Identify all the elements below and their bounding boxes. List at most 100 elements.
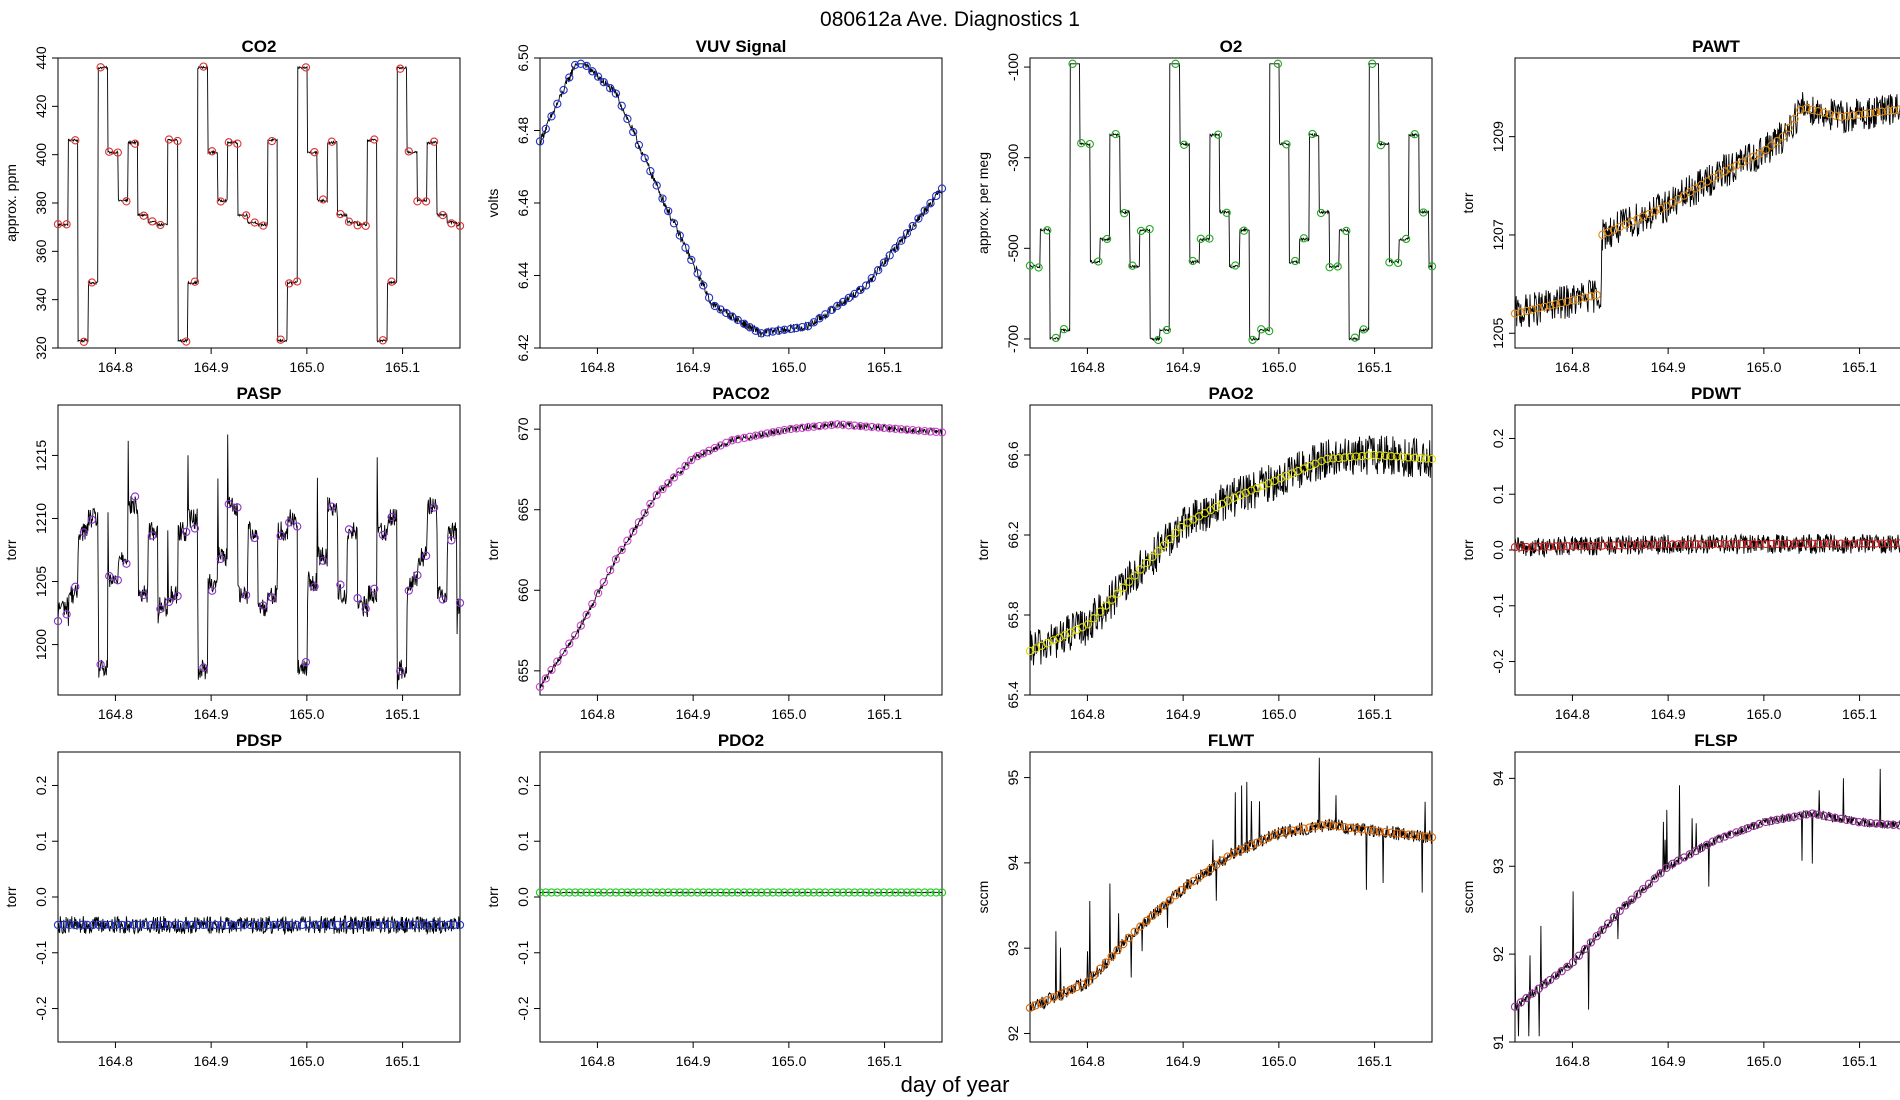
- y-axis-label: torr: [1460, 192, 1476, 213]
- series-point: [1557, 542, 1566, 551]
- series-point: [1410, 831, 1419, 840]
- panel-pasp: PASP torr 164.8 164.9 165.0 165.1 1200 1205 1210…: [3, 384, 465, 722]
- series-point: [1842, 539, 1851, 548]
- series-point: [629, 888, 638, 897]
- series-point: [1130, 927, 1139, 936]
- series-point: [397, 920, 407, 930]
- series-point: [1387, 452, 1396, 461]
- series-point: [1662, 863, 1671, 873]
- series-point: [576, 621, 585, 630]
- series-point: [803, 888, 813, 897]
- series-point: [310, 920, 319, 930]
- panel-flsp: FLSP sccm 164.8 164.9 165.0 165.1 91 92 93 94: [1460, 731, 1900, 1069]
- y-tick-label: -0.1: [1490, 593, 1506, 617]
- series-point: [1767, 816, 1776, 826]
- series-point: [541, 888, 550, 897]
- series-point: [79, 528, 89, 537]
- y-tick-label: 66.6: [1005, 441, 1021, 468]
- series-point: [658, 194, 667, 203]
- series-point: [1200, 868, 1209, 878]
- series-point: [344, 217, 354, 226]
- series-point: [687, 455, 696, 465]
- series-point: [281, 920, 290, 930]
- series-point: [920, 206, 929, 215]
- y-tick-label: 94: [1005, 855, 1021, 871]
- series-point: [827, 420, 836, 430]
- series-point: [897, 888, 906, 897]
- series-point: [1124, 577, 1134, 586]
- y-tick-label: -0.2: [33, 996, 49, 1020]
- series-point: [1825, 539, 1834, 548]
- series-point: [570, 888, 580, 897]
- series-point: [710, 888, 719, 897]
- series-point: [1860, 109, 1869, 119]
- series-point: [926, 199, 935, 208]
- series-point: [547, 888, 556, 897]
- series-point: [182, 920, 191, 930]
- series-point: [1808, 809, 1817, 818]
- series-point: [1697, 540, 1706, 549]
- series-point: [71, 136, 80, 145]
- series-point: [1305, 823, 1314, 832]
- series-point: [1819, 108, 1828, 117]
- x-tick-label: 165.0: [771, 706, 806, 722]
- y-tick-label: -0.2: [1490, 649, 1506, 673]
- series-point: [87, 278, 97, 287]
- series-point: [1142, 916, 1151, 926]
- series-point: [908, 221, 917, 231]
- series-point: [1621, 541, 1630, 550]
- x-tick-label: 164.8: [98, 706, 133, 722]
- y-axis-label: torr: [485, 886, 501, 907]
- series-point: [699, 888, 708, 897]
- series-point: [207, 586, 217, 595]
- series-point: [176, 920, 185, 930]
- series-point: [1113, 946, 1122, 955]
- panel-vuv-signal: VUV Signal volts 164.8 164.9 165.0 165.1 6.42 6…: [485, 37, 947, 375]
- series-point: [669, 473, 679, 482]
- panel-title: PDO2: [718, 731, 764, 750]
- series-point: [740, 433, 749, 443]
- series-point: [1136, 922, 1145, 931]
- series-point: [669, 219, 679, 228]
- series-point: [798, 888, 807, 897]
- series-point: [763, 328, 772, 337]
- series-point: [345, 920, 354, 930]
- series-point: [275, 920, 284, 930]
- series-point: [327, 502, 336, 511]
- series-point: [1239, 226, 1249, 235]
- series-point: [565, 888, 574, 897]
- series-point: [1778, 132, 1788, 141]
- series-point: [1586, 292, 1596, 301]
- series-point: [1398, 452, 1407, 462]
- series-point: [240, 920, 249, 930]
- series-point: [815, 314, 824, 323]
- series-point: [1813, 810, 1823, 819]
- series-point: [932, 888, 941, 897]
- x-tick-label: 164.9: [676, 359, 711, 375]
- series-point: [1427, 454, 1437, 464]
- plot-frame: [1029, 751, 1433, 1043]
- series-point: [301, 63, 311, 72]
- series-point: [1592, 290, 1601, 300]
- series-point: [768, 428, 778, 437]
- y-tick-label: 0.1: [1490, 484, 1506, 504]
- series-point: [611, 888, 621, 897]
- series-point: [1212, 860, 1221, 869]
- series-point: [1142, 558, 1151, 568]
- series-point: [1205, 234, 1214, 243]
- series-point: [669, 888, 679, 897]
- series-point: [1592, 932, 1601, 941]
- series-point: [361, 604, 370, 613]
- series-point: [1282, 471, 1291, 480]
- series-point: [786, 888, 795, 897]
- series-point: [148, 531, 157, 540]
- series-point: [1749, 821, 1758, 831]
- x-tick-label: 164.8: [1070, 359, 1105, 375]
- series-point: [1273, 59, 1283, 68]
- series-point: [1119, 583, 1128, 592]
- series-point: [1849, 816, 1858, 826]
- series-point: [310, 582, 319, 591]
- series-point: [681, 888, 690, 897]
- panel-title: CO2: [242, 37, 277, 56]
- series-point: [1650, 874, 1659, 883]
